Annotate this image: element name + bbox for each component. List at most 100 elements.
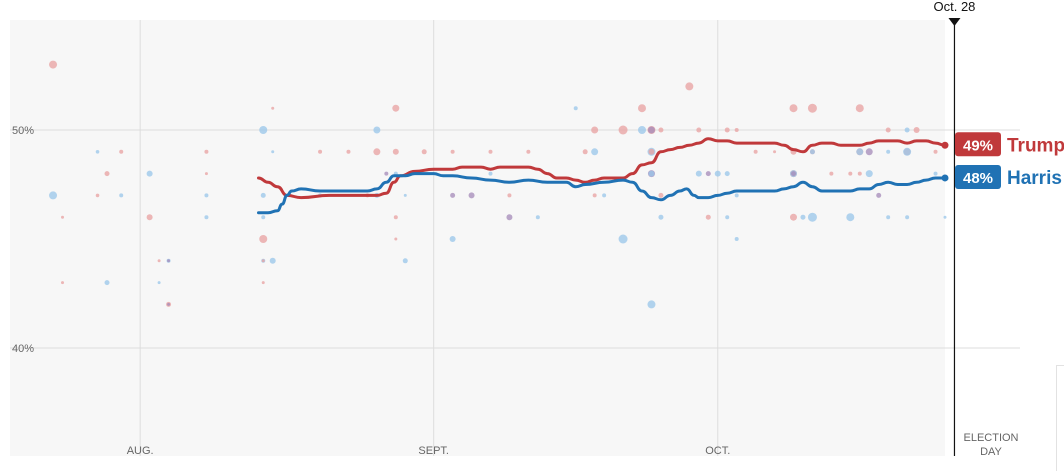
poll-dot-overlap (384, 171, 389, 176)
poll-dot-harris (886, 149, 891, 154)
harris-trend-line (257, 172, 947, 215)
poll-dot-overlap (876, 192, 882, 198)
poll-dot-trump (421, 149, 427, 155)
poll-dot-harris (800, 214, 806, 220)
poll-dot-overlap (865, 148, 873, 156)
poll-dot-trump (724, 127, 730, 133)
poll-dot-trump (592, 193, 597, 198)
plot-background (10, 20, 945, 456)
poll-dot-overlap (647, 126, 655, 134)
poll-dot-trump (95, 193, 100, 198)
poll-dot-harris (903, 147, 912, 156)
axis-labels: 40% 50% AUG. SEPT. OCT. ELECTION DAY (12, 125, 1019, 458)
poll-dot-trump (885, 127, 891, 133)
poll-dot-trump (261, 259, 265, 263)
poll-dot-harris (886, 215, 891, 220)
poll-dot-harris (260, 192, 266, 198)
poll-dot-harris (807, 212, 817, 222)
poll-dot-trump (648, 148, 655, 155)
poll-dot-harris (535, 215, 540, 220)
poll-dot-trump (658, 127, 664, 133)
poll-dot-trump (848, 171, 853, 176)
poll-dot-trump (49, 60, 58, 69)
election-day-label-line2: DAY (980, 446, 1002, 458)
poll-dot-harris (49, 191, 58, 200)
harris-name-label: Harris (1007, 168, 1062, 189)
poll-dot-trump (857, 171, 862, 176)
trump-name-label: Trump (1007, 135, 1064, 156)
poll-dot-overlap (705, 171, 711, 177)
poll-dot-harris (734, 237, 739, 241)
trump-trend-line (257, 137, 947, 200)
current-date-triangle (948, 18, 961, 26)
poll-dot-trump (829, 171, 834, 176)
poll-dot-overlap (167, 302, 171, 306)
poll-dot-harris (647, 300, 656, 309)
poll-dot-trump (392, 148, 399, 155)
poll-dot-harris (104, 280, 110, 286)
poll-dot-harris (933, 171, 938, 176)
poll-dot-trump (204, 149, 209, 154)
poll-dot-harris (402, 258, 408, 264)
poll-dot-harris (904, 127, 910, 133)
poll-dot-harris (658, 214, 664, 220)
poll-dot-trump (61, 215, 65, 219)
poll-dot-overlap (506, 214, 513, 221)
poll-dots (49, 60, 947, 309)
election-day-label-line1: ELECTION (963, 432, 1018, 444)
poll-dot-trump (346, 149, 351, 154)
poll-dot-trump (393, 215, 398, 220)
x-tick-label-oct: OCT. (705, 445, 730, 457)
poll-dot-trump (119, 149, 124, 154)
poll-dot-overlap (167, 259, 171, 263)
poll-dot-trump (658, 192, 664, 198)
poll-dot-harris (269, 257, 276, 264)
poll-dot-trump (789, 104, 798, 113)
poll-dot-trump (507, 193, 512, 198)
poll-dot-trump (394, 237, 398, 241)
poll-dot-harris (204, 193, 209, 198)
poll-dot-trump (526, 149, 531, 154)
poll-dot-harris (725, 215, 730, 220)
poll-dot-trump (146, 214, 153, 221)
poll-dot-trump (582, 149, 588, 155)
poll-dot-trump (61, 281, 65, 285)
poll-dot-harris (146, 170, 153, 177)
poll-dot-trump (696, 127, 702, 133)
poll-dot-trump (773, 150, 777, 154)
poll-dot-harris (449, 236, 456, 242)
poll-dot-trump (104, 171, 110, 177)
poll-dot-harris (204, 215, 209, 220)
poll-dot-trump (157, 259, 161, 263)
poll-dot-harris (905, 215, 910, 220)
poll-dot-harris (809, 149, 815, 155)
poll-dot-harris (618, 234, 628, 244)
poll-dot-trump (618, 125, 628, 135)
poll-dot-harris (591, 148, 599, 156)
current-date-marker: Oct. 28 (934, 0, 975, 456)
poll-dot-trump (807, 103, 817, 113)
poll-dot-trump (913, 127, 920, 133)
poll-dot-trump (790, 213, 797, 221)
poll-dot-trump (855, 104, 864, 113)
poll-dot-harris (724, 171, 730, 177)
poll-dot-trump (734, 128, 739, 132)
trump-pct-label: 49% (963, 137, 993, 154)
poll-dot-harris (846, 213, 855, 222)
poll-dot-trump (591, 126, 599, 134)
poll-dot-harris (573, 106, 578, 111)
x-tick-label-aug: AUG. (127, 445, 154, 457)
candidate-labels: 49% Trump 48% Harris (955, 132, 1064, 189)
poll-dot-harris (488, 171, 493, 176)
poll-dot-harris (119, 193, 124, 198)
poll-dot-trump (933, 149, 938, 154)
poll-dot-harris (648, 170, 655, 177)
poll-dot-trump (753, 149, 758, 154)
poll-dot-harris (734, 193, 739, 198)
poll-dot-harris (602, 193, 607, 198)
poll-dot-overlap (791, 171, 796, 177)
poll-dot-trump (685, 82, 694, 91)
poll-dot-overlap (450, 192, 456, 198)
poll-dot-trump (392, 104, 400, 112)
